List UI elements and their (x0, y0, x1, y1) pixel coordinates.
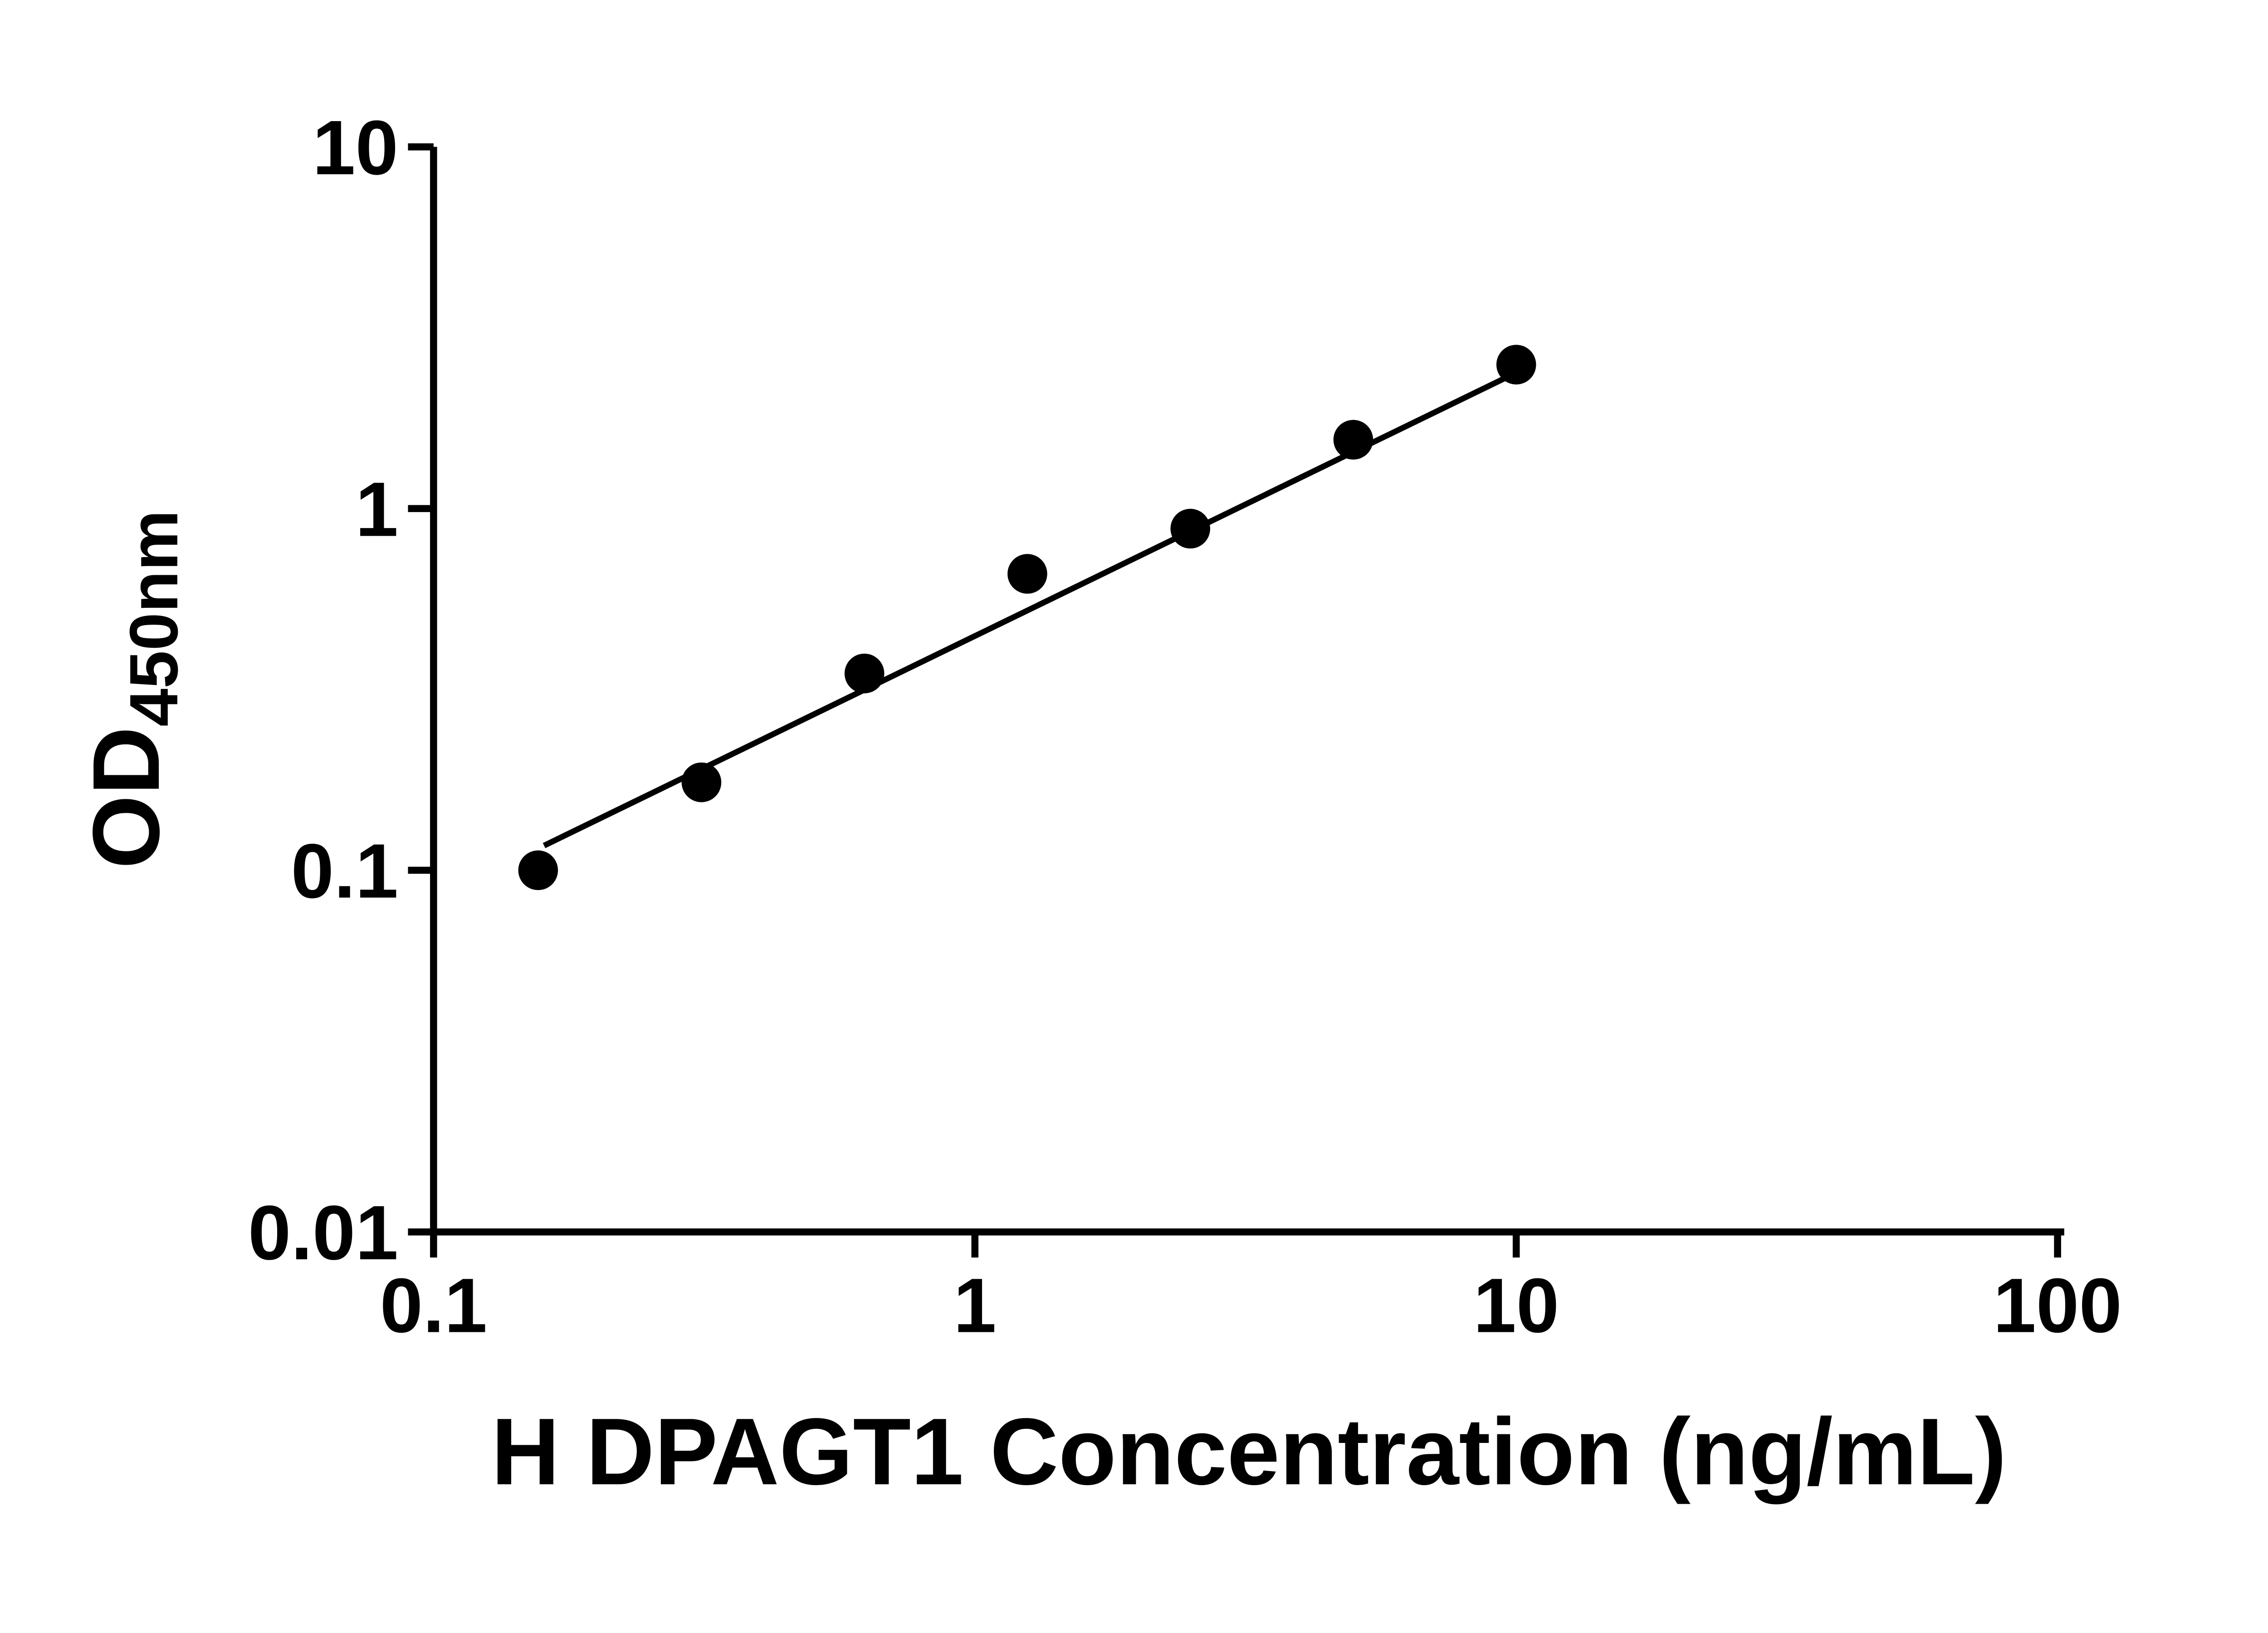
data-point (1170, 508, 1210, 549)
data-point (1496, 345, 1536, 385)
x-tick-label: 0.1 (380, 1263, 488, 1349)
x-tick-label: 1 (953, 1263, 997, 1349)
y-axis-title-main: OD (73, 727, 179, 869)
data-point (681, 762, 722, 802)
data-point (518, 850, 558, 890)
x-tick-label: 10 (1473, 1263, 1559, 1349)
y-axis-title-subscript: 450nm (116, 510, 192, 727)
axes (430, 147, 2064, 1236)
y-tick-label: 0.1 (291, 828, 399, 914)
data-point (844, 653, 885, 694)
y-tick-label: 1 (355, 466, 398, 552)
y-tick-label: 0.01 (248, 1190, 398, 1276)
x-axis-title: H DPAGT1 Concentration (ng/mL) (491, 1399, 2007, 1505)
chart-page: 0.1 1 10 100 0.01 0.1 1 10 H DPAGT1 Concentratio… (73, 105, 2122, 1505)
y-axis-title: OD450nm (73, 510, 192, 869)
data-point (1007, 554, 1047, 594)
y-tick-label: 10 (313, 105, 398, 191)
x-tick-label: 100 (1993, 1263, 2122, 1349)
data-point (1333, 420, 1374, 460)
